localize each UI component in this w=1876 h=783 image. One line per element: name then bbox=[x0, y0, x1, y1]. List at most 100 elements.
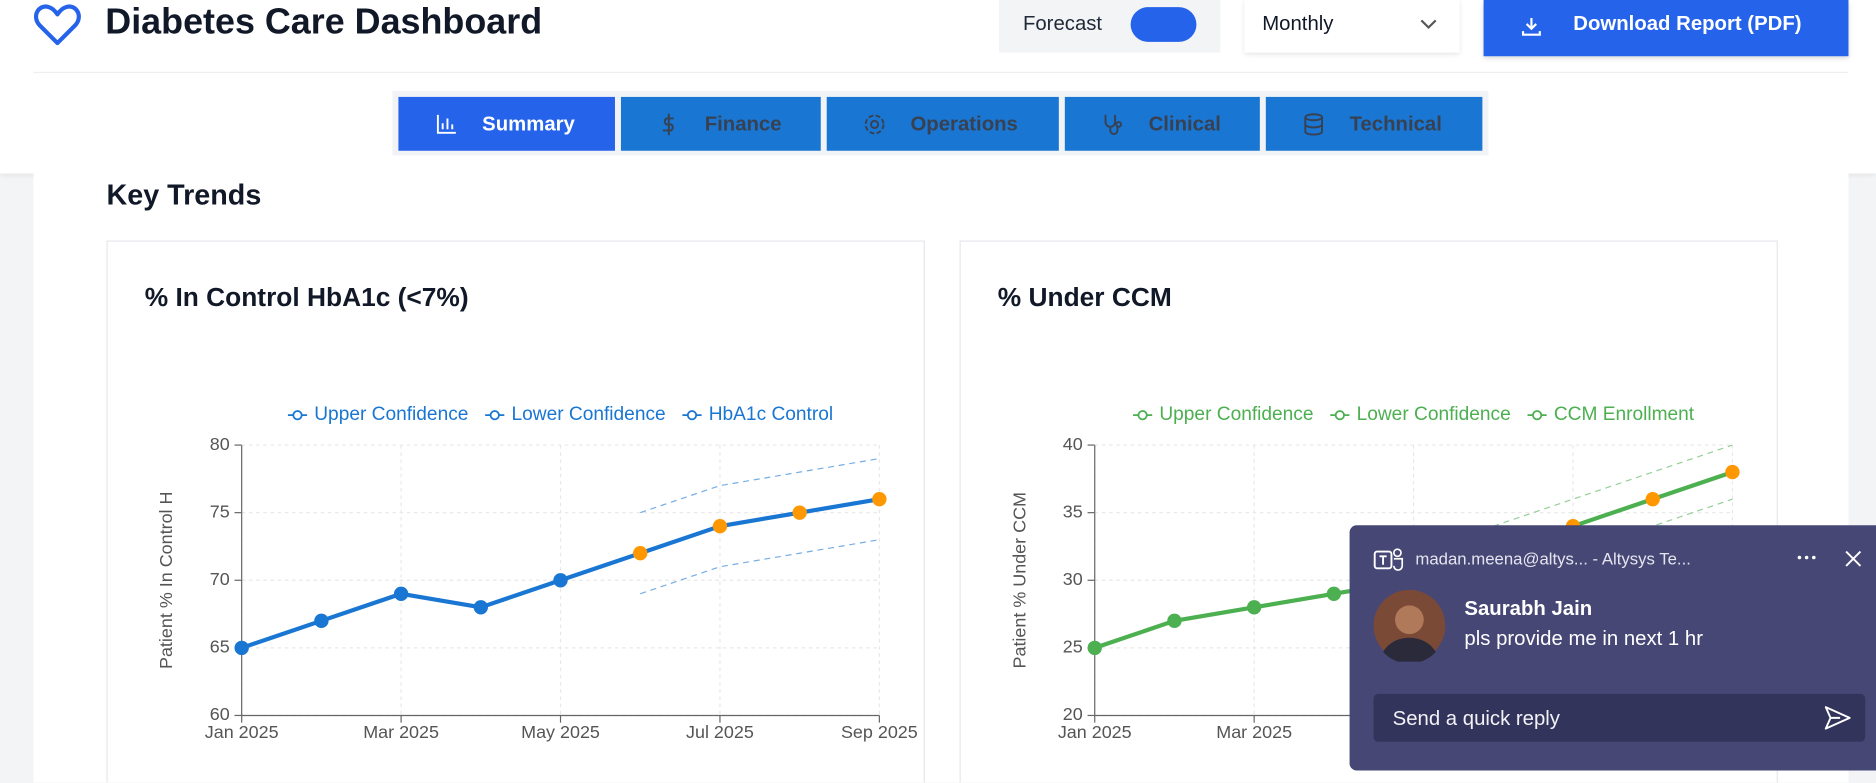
chart-title: % Under CCM bbox=[998, 282, 1172, 312]
tab-icon bbox=[1304, 113, 1324, 136]
legend-label: Upper Confidence bbox=[1159, 404, 1313, 425]
tab-bar: Summary Finance Operations Clinical Tech… bbox=[392, 90, 1489, 156]
data-point bbox=[792, 505, 807, 520]
section-title: Key Trends bbox=[106, 179, 262, 212]
y-tick-label: 75 bbox=[210, 501, 230, 521]
data-point bbox=[1645, 491, 1660, 507]
chevron bbox=[1420, 19, 1437, 30]
notification: madan.meena@altys... - Altysys Te... Sau… bbox=[1349, 525, 1876, 771]
data-point bbox=[712, 519, 728, 534]
series-line bbox=[1493, 444, 1733, 527]
legend-item: Lower Confidence bbox=[1330, 404, 1511, 425]
data-point bbox=[633, 546, 648, 561]
tab-icon bbox=[662, 113, 674, 136]
toggle-knob bbox=[1165, 10, 1193, 39]
data-point bbox=[234, 640, 249, 656]
tab[interactable]: Clinical bbox=[1064, 96, 1260, 151]
legend-label: Lower Confidence bbox=[1357, 404, 1511, 425]
header: Diabetes Care Dashboard Forecast Monthly… bbox=[0, 0, 1876, 174]
data-point bbox=[1725, 464, 1740, 480]
y-tick-label: 25 bbox=[1063, 637, 1083, 657]
data-point bbox=[872, 491, 887, 507]
legend-label: Upper Confidence bbox=[314, 404, 468, 425]
x-tick-label: May 2025 bbox=[521, 722, 600, 742]
tab[interactable]: Technical bbox=[1265, 96, 1483, 151]
forecast-label: Forecast bbox=[1022, 11, 1103, 35]
legend-swatch bbox=[1334, 410, 1345, 421]
download-label: Download Report (PDF) bbox=[1573, 11, 1802, 35]
legend: Upper Confidence Lower Confidence CCM Enro… bbox=[1133, 404, 1695, 425]
x-tick-label: Mar 2025 bbox=[1216, 722, 1292, 742]
x-tick-label: Mar 2025 bbox=[363, 722, 439, 742]
y-tick-label: 40 bbox=[1063, 434, 1083, 454]
legend-swatch bbox=[1137, 410, 1148, 421]
legend-item: CCM Enrollment bbox=[1527, 404, 1695, 425]
legend-item: HbA1c Control bbox=[682, 404, 833, 425]
y-tick-label: 35 bbox=[1063, 501, 1083, 521]
tab-label: Technical bbox=[1349, 112, 1442, 136]
data-point bbox=[1087, 640, 1102, 656]
legend-item: Lower Confidence bbox=[485, 404, 666, 425]
tab[interactable]: Summary bbox=[398, 96, 615, 151]
y-axis-label: Patient % Under CCM bbox=[1009, 492, 1029, 668]
more-button[interactable] bbox=[1797, 554, 1816, 561]
period-value: Monthly bbox=[1262, 11, 1334, 35]
avatar bbox=[1373, 589, 1446, 662]
tab-label: Finance bbox=[704, 112, 782, 136]
reply-placeholder: Send a quick reply bbox=[1392, 707, 1560, 730]
data-point bbox=[1167, 613, 1182, 629]
tab-icon bbox=[864, 114, 885, 135]
tab[interactable]: Operations bbox=[826, 96, 1059, 151]
x-tick-label: Jan 2025 bbox=[1058, 722, 1132, 742]
data-point bbox=[393, 586, 409, 601]
chart-card: % In Control HbA1c (<7%) Patient % In Con… bbox=[106, 240, 925, 783]
y-tick-label: 20 bbox=[1063, 704, 1083, 724]
tab-label: Clinical bbox=[1148, 112, 1221, 136]
legend-item: Upper Confidence bbox=[1133, 404, 1314, 425]
chart: % In Control HbA1c (<7%) Patient % In Con… bbox=[145, 282, 918, 742]
series-line bbox=[1493, 498, 1733, 581]
send-icon[interactable] bbox=[1823, 705, 1852, 731]
sender: Saurabh Jain bbox=[1464, 597, 1593, 620]
teams-icon bbox=[1373, 548, 1404, 571]
legend-swatch bbox=[1532, 410, 1543, 421]
account: madan.meena@altys... - Altysys Te... bbox=[1415, 549, 1691, 569]
tab-label: Operations bbox=[910, 112, 1018, 136]
legend-swatch bbox=[686, 410, 698, 421]
close-button[interactable] bbox=[1845, 550, 1862, 567]
chart-title: % In Control HbA1c (<7%) bbox=[145, 282, 469, 312]
tab-label: Summary bbox=[482, 112, 575, 136]
title: Diabetes Care Dashboard bbox=[105, 2, 543, 42]
data-point bbox=[473, 600, 488, 615]
tab[interactable]: Finance bbox=[620, 96, 821, 151]
y-tick-label: 70 bbox=[210, 569, 230, 589]
tab-icon bbox=[436, 114, 456, 134]
legend-label: HbA1c Control bbox=[709, 404, 833, 425]
legend-swatch bbox=[489, 410, 500, 421]
data-point bbox=[1326, 586, 1342, 601]
y-tick-label: 30 bbox=[1063, 569, 1083, 589]
legend: Upper Confidence Lower Confidence HbA1c Co… bbox=[287, 404, 833, 425]
data-point bbox=[553, 573, 568, 588]
reply-box[interactable]: Send a quick reply bbox=[1373, 693, 1866, 742]
y-axis-label: Patient % In Control H bbox=[156, 492, 176, 669]
forecast-toggle[interactable] bbox=[1130, 7, 1197, 42]
data-point bbox=[1246, 600, 1262, 615]
legend-item: Upper Confidence bbox=[287, 404, 468, 425]
data-point bbox=[314, 613, 329, 629]
y-tick-label: 80 bbox=[210, 434, 230, 454]
legend-label: Lower Confidence bbox=[512, 404, 666, 425]
divider bbox=[33, 71, 1849, 73]
legend-swatch bbox=[292, 410, 303, 421]
series-line bbox=[640, 539, 880, 595]
download-button[interactable]: Download Report (PDF) bbox=[1483, 0, 1849, 57]
period-select[interactable]: Monthly bbox=[1244, 0, 1460, 53]
message: pls provide me in next 1 hr bbox=[1464, 626, 1703, 650]
forecast-control: Forecast bbox=[999, 0, 1221, 53]
series-line bbox=[640, 458, 880, 514]
y-tick-label: 65 bbox=[210, 637, 230, 657]
x-tick-label: Sep 2025 bbox=[841, 722, 918, 742]
x-tick-label: Jan 2025 bbox=[205, 722, 279, 742]
y-tick-label: 60 bbox=[210, 704, 230, 724]
